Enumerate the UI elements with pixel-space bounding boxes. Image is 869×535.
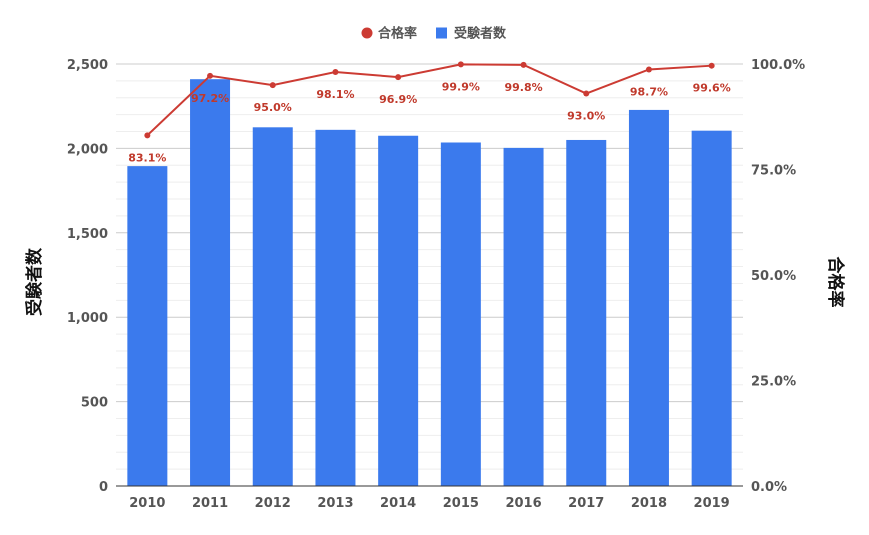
data-labels: 83.1% 97.2% 95.0% 98.1% 96.9% 99.9% 99.8% 93.0%… — [128, 80, 730, 164]
pass-rate-data-label: 99.8% — [504, 81, 542, 94]
pass-rate-data-label: 95.0% — [254, 101, 292, 114]
pass-rate-point-2014 — [395, 74, 402, 81]
pass-rate-data-label: 96.9% — [379, 93, 417, 106]
x-tick-label: 2015 — [443, 496, 479, 511]
legend: 合格率 受験者数 — [361, 26, 507, 42]
x-tick-label: 2017 — [568, 496, 604, 511]
bar-series-examinees — [127, 79, 732, 487]
y-left-tick-label: 0 — [99, 480, 108, 495]
pass-rate-point-2010 — [144, 132, 151, 139]
pass-rate-line — [146, 63, 712, 137]
bar-examinees-2012 — [252, 127, 293, 487]
x-tick-label: 2013 — [317, 496, 353, 511]
pass-rate-data-label: 99.9% — [442, 80, 480, 93]
pass-rate-point-2017 — [583, 90, 590, 97]
bar-examinees-2013 — [315, 129, 356, 486]
pass-rate-point-2012 — [269, 82, 276, 89]
y-axis-right-title: 合格率 — [825, 257, 846, 308]
y-right-tick-label: 25.0% — [751, 375, 796, 390]
y-right-tick-label: 50.0% — [751, 269, 796, 284]
bar-examinees-2010 — [127, 166, 168, 486]
axes: 0 500 1,000 1,500 2,000 2,500 0.0% 25.0% 50.0% 75… — [67, 58, 805, 511]
y-left-tick-label: 2,000 — [67, 142, 108, 157]
y-left-tick-label: 2,500 — [67, 58, 108, 73]
bar-examinees-2017 — [566, 139, 607, 486]
pass-rate-data-label: 83.1% — [128, 151, 166, 164]
pass-rate-data-label: 93.0% — [567, 110, 605, 123]
pass-rate-data-label: 97.2% — [191, 92, 229, 105]
x-tick-label: 2019 — [694, 496, 730, 511]
bar-examinees-2016 — [503, 147, 544, 486]
bar-examinees-2015 — [440, 142, 481, 486]
y-axis-left-title: 受験者数 — [24, 247, 45, 316]
pass-rate-point-2019 — [708, 62, 715, 69]
legend-label-examinees: 受験者数 — [454, 26, 507, 42]
x-tick-label: 2011 — [192, 496, 228, 511]
bar-examinees-2019 — [691, 130, 732, 486]
pass-rate-point-2016 — [520, 61, 527, 68]
pass-rate-point-2011 — [207, 72, 214, 79]
line-series-pass-rate — [144, 61, 715, 139]
legend-marker-pass-rate — [361, 27, 373, 39]
pass-rate-data-label: 98.7% — [630, 85, 668, 98]
x-tick-label: 2018 — [631, 496, 667, 511]
x-tick-label: 2014 — [380, 496, 416, 511]
x-tick-label: 2010 — [129, 496, 165, 511]
legend-marker-examinees — [436, 27, 447, 39]
pass-rate-point-2015 — [457, 61, 464, 68]
y-right-tick-label: 0.0% — [751, 480, 787, 495]
bar-examinees-2011 — [190, 79, 231, 486]
x-tick-label: 2012 — [255, 496, 291, 511]
y-left-tick-label: 1,000 — [67, 311, 108, 326]
legend-label-pass-rate: 合格率 — [378, 26, 417, 42]
pass-rate-point-2018 — [645, 66, 652, 73]
y-right-tick-label: 100.0% — [751, 58, 805, 73]
y-right-tick-label: 75.0% — [751, 164, 796, 179]
y-left-tick-label: 1,500 — [67, 227, 108, 242]
y-left-tick-label: 500 — [81, 396, 108, 411]
bar-examinees-2018 — [628, 109, 669, 486]
pass-rate-data-label: 98.1% — [316, 88, 354, 101]
pass-rate-point-2013 — [332, 69, 339, 76]
bar-examinees-2014 — [378, 135, 419, 487]
pass-rate-data-label: 99.6% — [693, 82, 731, 95]
x-tick-label: 2016 — [505, 496, 541, 511]
